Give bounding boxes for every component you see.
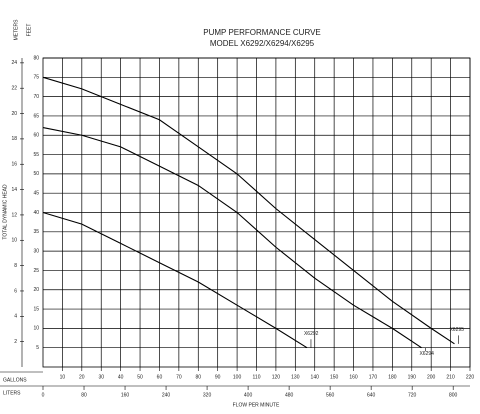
x-tick-label: 80 bbox=[195, 374, 201, 380]
y-unit: FEET bbox=[26, 24, 32, 37]
x2-tick-label: 560 bbox=[326, 392, 335, 398]
x-tick-label: 40 bbox=[118, 374, 124, 380]
x-tick-label: 70 bbox=[176, 374, 182, 380]
x2-tick-label: 320 bbox=[203, 392, 212, 398]
x2-tick-label: 480 bbox=[285, 392, 294, 398]
y-tick-label: 30 bbox=[33, 248, 39, 254]
x-tick-label: 90 bbox=[215, 374, 221, 380]
y-tick-label: 10 bbox=[33, 326, 39, 332]
y-tick-label: 20 bbox=[33, 287, 39, 293]
x2-tick-label: 240 bbox=[162, 392, 171, 398]
x-tick-label: 150 bbox=[330, 374, 339, 380]
x2-tick-label: 400 bbox=[244, 392, 253, 398]
y2-tick-label: 8 bbox=[14, 263, 17, 269]
series-label: X6294 bbox=[419, 351, 434, 357]
y2-tick-label: 22 bbox=[11, 86, 17, 92]
y2-unit: METERS bbox=[13, 19, 19, 41]
x2-tick-label: 640 bbox=[367, 392, 376, 398]
curve bbox=[42, 76, 455, 345]
curve bbox=[42, 211, 308, 349]
curve bbox=[42, 126, 422, 349]
y2-tick-label: 2 bbox=[14, 339, 17, 345]
x-tick-label: 170 bbox=[369, 374, 378, 380]
x-tick-label: 10 bbox=[60, 374, 66, 380]
y2-tick-label: 12 bbox=[11, 212, 17, 218]
y-tick-label: 70 bbox=[33, 94, 39, 100]
y-tick-label: 45 bbox=[33, 191, 39, 197]
x-tick-label: 160 bbox=[349, 374, 358, 380]
x-tick-label: 200 bbox=[427, 374, 436, 380]
chart-title: PUMP PERFORMANCE CURVE bbox=[203, 28, 321, 37]
x2-tick-label: 800 bbox=[449, 392, 458, 398]
y2-tick-label: 6 bbox=[14, 288, 17, 294]
y-tick-label: 40 bbox=[33, 210, 39, 216]
x2-tick-label: 0 bbox=[42, 392, 45, 398]
y2-tick-label: 16 bbox=[11, 162, 17, 168]
x-tick-label: 30 bbox=[98, 374, 104, 380]
y2-tick-label: 24 bbox=[11, 60, 17, 66]
y-tick-label: 65 bbox=[33, 113, 39, 119]
y2-tick-label: 14 bbox=[11, 187, 17, 193]
y-tick-label: 15 bbox=[33, 306, 39, 312]
x-unit: GALLONS bbox=[3, 377, 27, 383]
y-tick-label: 5 bbox=[36, 345, 39, 351]
series-label: X6295 bbox=[449, 327, 464, 333]
x2-tick-label: 80 bbox=[81, 392, 87, 398]
y-tick-label: 75 bbox=[33, 75, 39, 81]
x-tick-label: 60 bbox=[157, 374, 163, 380]
y-tick-label: 25 bbox=[33, 268, 39, 274]
chart-subtitle: MODEL X6292/X6294/X6295 bbox=[210, 39, 315, 48]
x-tick-label: 120 bbox=[272, 374, 281, 380]
y-tick-label: 60 bbox=[33, 133, 39, 139]
x-tick-label: 220 bbox=[466, 374, 475, 380]
x-tick-label: 110 bbox=[253, 374, 261, 380]
y2-tick-label: 10 bbox=[11, 238, 17, 244]
x-tick-label: 140 bbox=[311, 374, 320, 380]
y2-tick-label: 4 bbox=[14, 314, 17, 320]
y-tick-label: 35 bbox=[33, 229, 39, 235]
x-tick-label: 130 bbox=[291, 374, 300, 380]
y-tick-label: 55 bbox=[33, 152, 39, 158]
y-tick-label: 50 bbox=[33, 171, 39, 177]
x-tick-label: 50 bbox=[137, 374, 143, 380]
y-axis-title: TOTAL DYNAMIC HEAD bbox=[2, 184, 8, 240]
x-tick-label: 100 bbox=[233, 374, 242, 380]
x-tick-label: 190 bbox=[408, 374, 417, 380]
x-axis-title: FLOW PER MINUTE bbox=[233, 402, 280, 408]
series-label: X6292 bbox=[304, 331, 319, 337]
y2-tick-label: 20 bbox=[11, 111, 17, 117]
x2-tick-label: 720 bbox=[408, 392, 417, 398]
x2-unit: LITERS bbox=[3, 390, 21, 396]
y2-tick-label: 18 bbox=[11, 136, 17, 142]
x-tick-label: 180 bbox=[388, 374, 397, 380]
y-tick-label: 80 bbox=[33, 55, 39, 61]
x2-tick-label: 160 bbox=[121, 392, 130, 398]
x-tick-label: 210 bbox=[446, 374, 455, 380]
x-tick-label: 20 bbox=[79, 374, 85, 380]
